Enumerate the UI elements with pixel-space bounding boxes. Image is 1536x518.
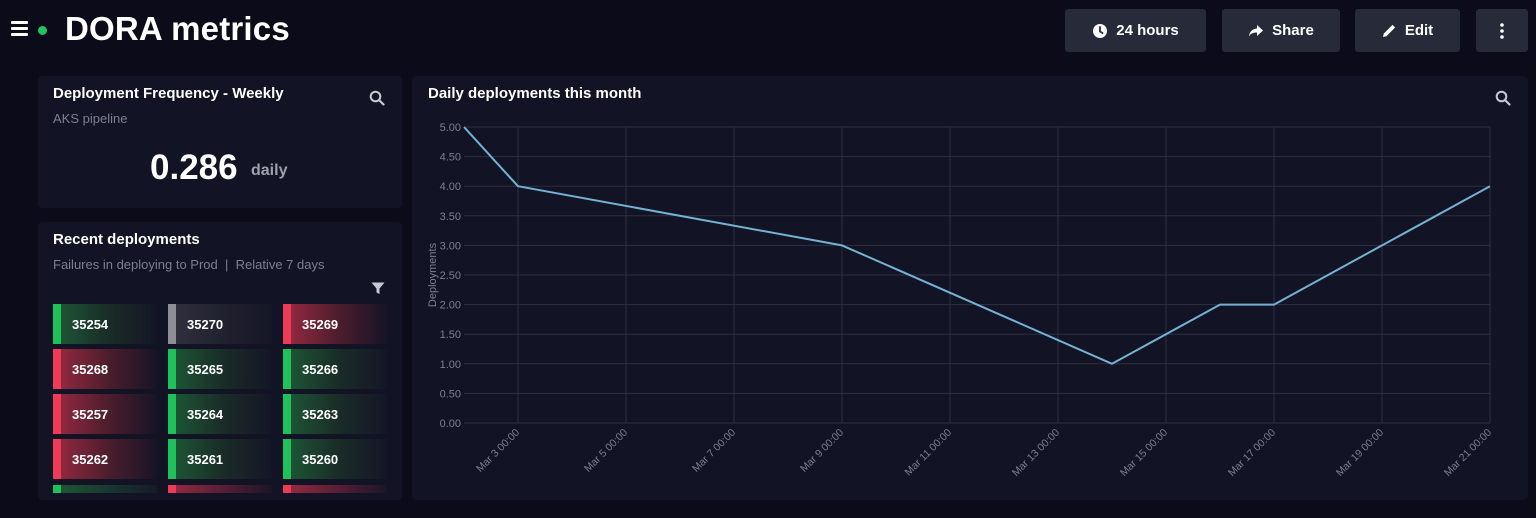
- frequency-value: 0.286: [150, 148, 238, 187]
- x-tick-label: Mar 3 00:00: [474, 427, 522, 475]
- deployment-id: 35262: [72, 451, 109, 467]
- x-tick-label: Mar 7 00:00: [690, 427, 738, 475]
- deployment-id: 35265: [187, 361, 224, 377]
- line-chart: 0.00 0.50 1.00 1.50 2.00 2.50 3.00 3.50 4.00 4.50…: [427, 122, 1494, 479]
- deployment-tile[interactable]: 35270: [168, 304, 272, 344]
- vertical-ellipsis-icon: [1500, 22, 1504, 39]
- frequency-unit: daily: [251, 162, 288, 179]
- edit-button[interactable]: Edit: [1355, 9, 1460, 52]
- deployment-tile[interactable]: 35262: [53, 439, 157, 479]
- y-tick-label: 2.50: [440, 270, 461, 282]
- deployment-tile-partial[interactable]: [283, 485, 387, 493]
- status-indicator: [38, 26, 47, 35]
- search-icon[interactable]: [1495, 90, 1511, 106]
- deployment-tile[interactable]: 35261: [168, 439, 272, 479]
- y-tick-label: 4.50: [440, 152, 461, 164]
- x-tick-label: Mar 19 00:00: [1334, 427, 1386, 479]
- y-tick-label: 2.00: [440, 300, 461, 312]
- x-tick-label: Mar 15 00:00: [1118, 427, 1170, 479]
- daily-deployments-panel: Daily deployments this month 0.00 0.50 1.0…: [412, 76, 1528, 500]
- deployment-tile-partial[interactable]: [53, 485, 157, 493]
- x-tick-label: Mar 17 00:00: [1226, 427, 1278, 479]
- time-range-button[interactable]: 24 hours: [1065, 9, 1206, 52]
- hamburger-menu-icon[interactable]: [11, 21, 28, 37]
- y-tick-label: 3.50: [440, 211, 461, 223]
- deployment-id: 35254: [72, 316, 109, 332]
- deployment-id: 35269: [302, 316, 339, 332]
- x-tick-label: Mar 9 00:00: [798, 427, 846, 475]
- deployment-id: 35257: [72, 406, 109, 422]
- deployment-id: 35263: [302, 406, 339, 422]
- deployment-tile[interactable]: 35260: [283, 439, 387, 479]
- y-tick-label: 1.50: [440, 329, 461, 341]
- deployment-tile[interactable]: 35264: [168, 394, 272, 434]
- search-icon[interactable]: [369, 90, 385, 106]
- share-label: Share: [1272, 22, 1314, 39]
- edit-label: Edit: [1404, 22, 1434, 39]
- x-tick-label: Mar 13 00:00: [1010, 427, 1062, 479]
- clock-icon: [1093, 23, 1108, 38]
- y-tick-label: 0.00: [440, 418, 461, 430]
- y-tick-label: 3.00: [440, 240, 461, 252]
- more-options-button[interactable]: [1476, 9, 1528, 52]
- y-tick-label: 5.00: [440, 122, 461, 134]
- deployment-tile[interactable]: 35269: [283, 304, 387, 344]
- y-tick-label: 0.50: [440, 388, 461, 400]
- time-range-label: 24 hours: [1116, 22, 1179, 39]
- deployment-id: 35264: [187, 406, 224, 422]
- deployment-tile[interactable]: 35254: [53, 304, 157, 344]
- share-button[interactable]: Share: [1222, 9, 1340, 52]
- x-tick-label: Mar 11 00:00: [902, 427, 954, 479]
- x-tick-label: Mar 21 00:00: [1442, 427, 1494, 479]
- chart-title: Daily deployments this month: [428, 85, 642, 102]
- y-tick-label: 1.00: [440, 359, 461, 371]
- deployment-id: 35261: [187, 451, 224, 467]
- panel-title: Deployment Frequency - Weekly: [53, 85, 284, 102]
- deployment-frequency-panel: Deployment Frequency - Weekly AKS pipeli…: [38, 76, 402, 208]
- dashboard-header: DORA metrics 24 hours Share Edit: [0, 0, 1536, 62]
- deployment-tile[interactable]: 35265: [168, 349, 272, 389]
- deployment-id: 35260: [302, 451, 339, 467]
- y-axis-label: Deployments: [427, 242, 439, 307]
- y-tick-label: 4.00: [440, 181, 461, 193]
- share-arrow-icon: [1249, 24, 1264, 36]
- recent-deployments-panel: Recent deployments Failures in deploying…: [38, 222, 402, 500]
- panel-subtitle: Failures in deploying to Prod | Relative…: [53, 257, 325, 272]
- deployment-id: 35266: [302, 361, 339, 377]
- deployment-tile[interactable]: 35268: [53, 349, 157, 389]
- deployment-tile[interactable]: 35266: [283, 349, 387, 389]
- page-title: DORA metrics: [65, 10, 290, 47]
- panel-subtitle: AKS pipeline: [53, 111, 128, 126]
- x-tick-label: Mar 5 00:00: [582, 427, 630, 475]
- deployment-id: 35268: [72, 361, 109, 377]
- deployment-tile[interactable]: 35257: [53, 394, 157, 434]
- deployment-tile-partial[interactable]: [168, 485, 272, 493]
- panel-title: Recent deployments: [53, 231, 200, 248]
- pencil-icon: [1382, 24, 1395, 37]
- filter-icon[interactable]: [371, 282, 385, 295]
- deployment-tile[interactable]: 35263: [283, 394, 387, 434]
- deployment-id: 35270: [187, 316, 224, 332]
